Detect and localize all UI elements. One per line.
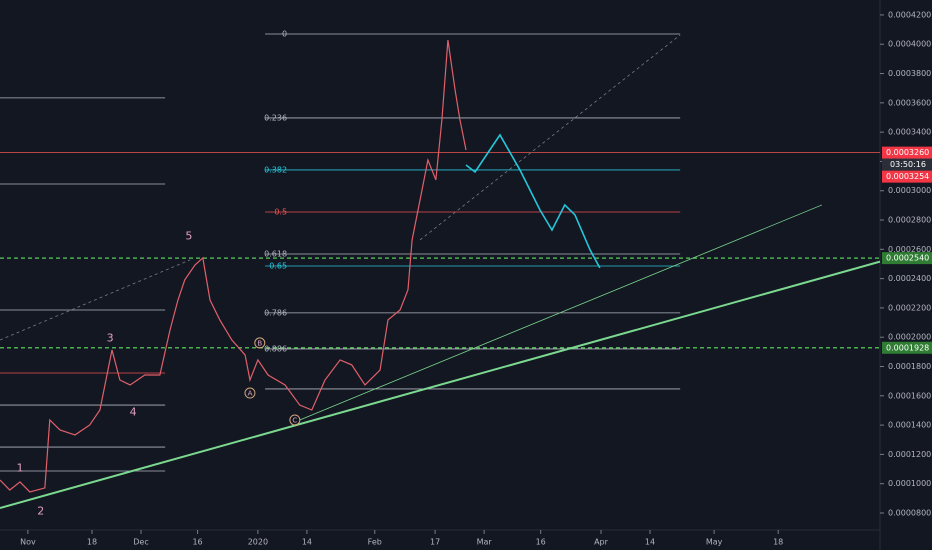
y-tick-label: 0.0001200 — [888, 450, 931, 459]
price-line — [0, 39, 467, 493]
y-tick-label: 0.0003000 — [888, 186, 931, 195]
wave-circle — [244, 387, 256, 399]
y-tick-label: 0.0002200 — [888, 303, 931, 312]
y-tick-label: 0.0001400 — [888, 421, 931, 430]
fib-label: 0 — [282, 29, 287, 38]
trend-line — [299, 204, 823, 421]
x-tick-label: 14 — [302, 538, 312, 547]
wave-label: 5 — [185, 229, 192, 242]
y-tick-label: 0.0003600 — [888, 98, 931, 107]
x-tick-label: Feb — [368, 538, 382, 547]
x-tick-label: 16 — [536, 538, 546, 547]
wave-label: 4 — [130, 405, 137, 418]
y-tick-label: 0.0000800 — [888, 509, 931, 518]
fib-label: 0.618 — [264, 250, 287, 259]
y-tick-label: 0.0004000 — [888, 40, 931, 49]
x-tick-label: 17 — [430, 538, 440, 547]
trend-line — [0, 260, 881, 509]
x-tick-label: 2020 — [248, 538, 268, 547]
price-tag — [882, 252, 932, 265]
price-tag-label: 0.0003254 — [886, 172, 929, 181]
x-tick-label: May — [706, 538, 723, 547]
wave-label: A — [248, 390, 253, 398]
y-tick-label: 0.0002800 — [888, 216, 931, 225]
trend-line — [419, 34, 681, 241]
wave-label: 1 — [16, 462, 23, 475]
price-tag — [882, 170, 932, 183]
fib-label: 0.5 — [274, 207, 287, 216]
countdown-tag — [882, 158, 932, 171]
price-tag-label: 0.0003260 — [886, 148, 929, 157]
y-tick-label: 0.0001800 — [888, 362, 931, 371]
x-tick-label: Nov — [20, 538, 36, 547]
price-tag — [882, 341, 932, 354]
wave-label: 3 — [107, 331, 114, 344]
wave-circle — [289, 414, 301, 426]
price-tag-label: 0.0002540 — [886, 254, 929, 263]
y-tick-label: 0.0001600 — [888, 391, 931, 400]
fib-label: 0.236 — [264, 113, 287, 122]
x-tick-label: 16 — [192, 538, 202, 547]
x-tick-label: Mar — [477, 538, 493, 547]
y-tick-label: 0.0003400 — [888, 128, 931, 137]
fib-label: 0.886 — [264, 344, 287, 353]
wave-circle — [254, 337, 266, 349]
y-tick-label: 0.0004200 — [888, 10, 931, 19]
x-tick-label: 14 — [645, 538, 655, 547]
price-tag-label: 0.0001928 — [886, 343, 929, 352]
y-tick-label: 0.0003800 — [888, 69, 931, 78]
projection-line — [465, 133, 601, 269]
price-tag — [882, 146, 932, 159]
x-tick-label: Dec — [133, 538, 148, 547]
wave-label: 2 — [37, 504, 44, 517]
y-tick-label: 0.0002400 — [888, 274, 931, 283]
y-tick-label: 0.0002600 — [888, 245, 931, 254]
trend-line — [0, 259, 191, 341]
wave-label: C — [292, 416, 297, 424]
wave-label: B — [257, 339, 262, 347]
countdown-label: 03:50:16 — [890, 160, 926, 169]
x-tick-label: 18 — [87, 538, 97, 547]
fib-label: 0.786 — [264, 308, 287, 317]
x-tick-label: Apr — [594, 538, 609, 547]
y-tick-label: 0.0001000 — [888, 479, 931, 488]
y-tick-label: 0.0002000 — [888, 333, 931, 342]
x-tick-label: 18 — [773, 538, 783, 547]
fib-label: 0.65 — [269, 262, 287, 271]
fib-label: 0.382 — [264, 165, 287, 174]
